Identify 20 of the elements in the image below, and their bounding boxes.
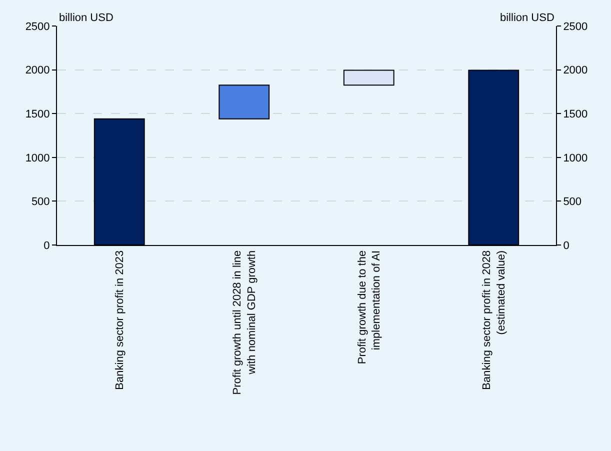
y2-tick-label: 2000 xyxy=(563,64,588,77)
y2-tick-label: 0 xyxy=(563,240,570,252)
y-tick-label: 2000 xyxy=(25,64,50,77)
y2-axis-title: billion USD xyxy=(500,12,554,24)
y2-tick-label: 2500 xyxy=(563,20,588,33)
x-tick-label: Profit growth until 2028 in line with nominal GDP growth xyxy=(232,250,258,395)
y2-tick-label: 1000 xyxy=(563,152,588,164)
x-tick-label: Banking sector profit in 2023 xyxy=(114,250,126,390)
y-axis-title: billion USD xyxy=(59,12,114,24)
y-tick-label: 1500 xyxy=(25,108,50,120)
y-tick-label: 500 xyxy=(31,196,50,208)
bar xyxy=(218,84,270,120)
x-tick-label: Banking sector profit in 2028 (estimated value) xyxy=(481,250,508,390)
y2-tick-label: 1500 xyxy=(563,108,588,120)
y-tick-label: 2500 xyxy=(25,20,50,33)
y2-tick-label: 500 xyxy=(563,196,582,208)
x-tick-label: Profit growth due to the implementation of AI xyxy=(356,250,383,364)
y-tick-label: 1000 xyxy=(25,152,50,164)
bar xyxy=(343,70,394,86)
y-tick-label: 0 xyxy=(44,240,50,252)
